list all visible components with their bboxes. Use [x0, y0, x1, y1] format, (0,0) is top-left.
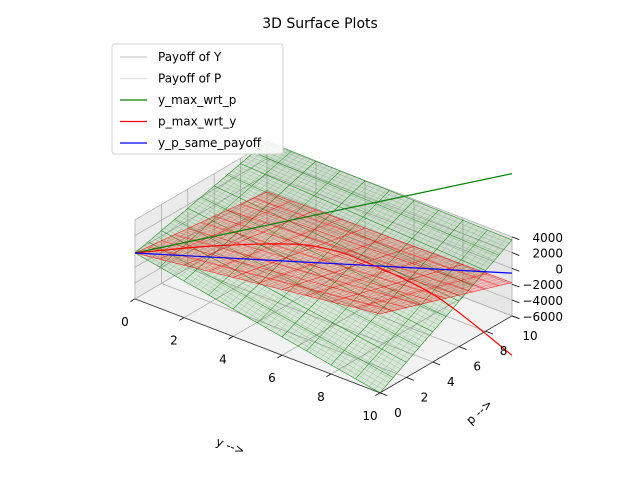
surface-wire-line [379, 282, 513, 315]
curve-p-max-wrt-y [134, 243, 513, 356]
y-tick-label: 6 [473, 360, 481, 374]
surfaces [134, 140, 513, 394]
surface-wire-line [330, 220, 464, 366]
legend-label: Payoff of Y [158, 50, 222, 64]
surface-payoff-of-y [134, 140, 513, 394]
x-tick-mark [228, 336, 234, 340]
grid-line-z [134, 221, 513, 317]
legend-frame [111, 43, 284, 155]
x-axis-line [134, 298, 381, 394]
legend-label: y_p_same_payoff [158, 136, 262, 150]
floor-pane [135, 221, 512, 393]
grid-line-z [134, 158, 513, 253]
surface-wire-line [330, 264, 464, 302]
surface-wire-line [253, 152, 499, 256]
y-axis-label: p --> [463, 397, 495, 428]
z-tick-mark [511, 252, 520, 256]
surface-wire-line [306, 210, 439, 352]
x-axis-label: y --> [214, 435, 247, 458]
x-tick-mark [375, 392, 381, 396]
legend-item: Payoff of Y [120, 50, 222, 64]
grid-line-z [134, 173, 513, 269]
surface-wire-line [266, 191, 513, 283]
x-tick-mark [277, 354, 283, 359]
surface-payoff-of-p [134, 191, 513, 315]
surface-wire-line [253, 197, 499, 287]
surface-wire-line [214, 215, 460, 296]
x-tick-label: 6 [268, 371, 276, 385]
curve-y-max-wrt-p [134, 173, 513, 254]
legend-item: Payoff of P [120, 72, 221, 86]
legend: Payoff of Y Payoff of P y_max_wrt_p p_max_w… [111, 43, 284, 155]
x-tick-label: 4 [219, 352, 227, 366]
x-tick-mark [326, 373, 332, 378]
surface-wire-line [379, 239, 513, 394]
z-tick-mark [511, 283, 520, 288]
legend-item: y_max_wrt_p [120, 93, 236, 107]
legend-label: p_max_wrt_y [158, 115, 236, 129]
back-wall-pane [267, 142, 512, 316]
z-tick-label: 2000 [532, 247, 563, 261]
legend-item: p_max_wrt_y [120, 115, 236, 129]
y-axis-line [379, 315, 513, 394]
z-tick-mark [511, 236, 520, 241]
grid-line-z [134, 189, 513, 285]
surface-wire-line [281, 200, 415, 338]
y-tick-mark [432, 361, 441, 366]
y-tick-label: 8 [500, 344, 508, 358]
y-tick-label: 4 [447, 375, 455, 389]
surface-wire-line [266, 140, 513, 241]
y-tick-mark [379, 392, 388, 397]
z-tick-mark [511, 315, 520, 320]
surface-wire-line [200, 222, 447, 299]
surface-wire-line [227, 174, 473, 287]
z-tick-label: 0 [555, 262, 563, 276]
z-tick-label: 4000 [532, 231, 563, 245]
z-tick-label: −2000 [522, 278, 563, 292]
legend-label: y_max_wrt_p [158, 93, 236, 107]
chart-title: 3D Surface Plots [262, 16, 378, 32]
curves [134, 173, 513, 356]
y-tick-mark [459, 346, 467, 350]
y-tick-label: 2 [421, 390, 429, 404]
surface-fill [135, 141, 512, 393]
surface-fill [135, 191, 512, 314]
x-tick-mark [179, 317, 185, 321]
surface-wire-line [240, 163, 486, 271]
z-tick-mark [511, 299, 520, 304]
curve-y-p-same-payoff [134, 252, 513, 274]
surface-wire-line [281, 246, 415, 290]
z-tick-label: −4000 [522, 294, 563, 308]
x-tick-label: 8 [317, 390, 325, 404]
y-tick-label: 0 [394, 406, 402, 420]
surface-wire-line [200, 196, 447, 317]
surface-wire-line [355, 229, 488, 380]
surface-wire-line [306, 255, 439, 296]
y-tick-label: 10 [522, 329, 537, 343]
surface-wire-line [355, 273, 488, 309]
x-tick-label: 0 [121, 315, 129, 329]
surface-wire-line [227, 209, 473, 293]
legend-item: y_p_same_payoff [120, 136, 262, 150]
x-tick-label: 10 [362, 409, 377, 423]
legend-label: Payoff of P [158, 72, 221, 86]
z-tick-mark [511, 268, 520, 272]
y-tick-mark [485, 330, 494, 335]
y-tick-mark [406, 377, 414, 381]
x-tick-mark [130, 298, 136, 302]
surface-wire-line [240, 203, 486, 290]
x-tick-label: 2 [170, 334, 178, 348]
z-tick-label: −6000 [522, 310, 563, 324]
